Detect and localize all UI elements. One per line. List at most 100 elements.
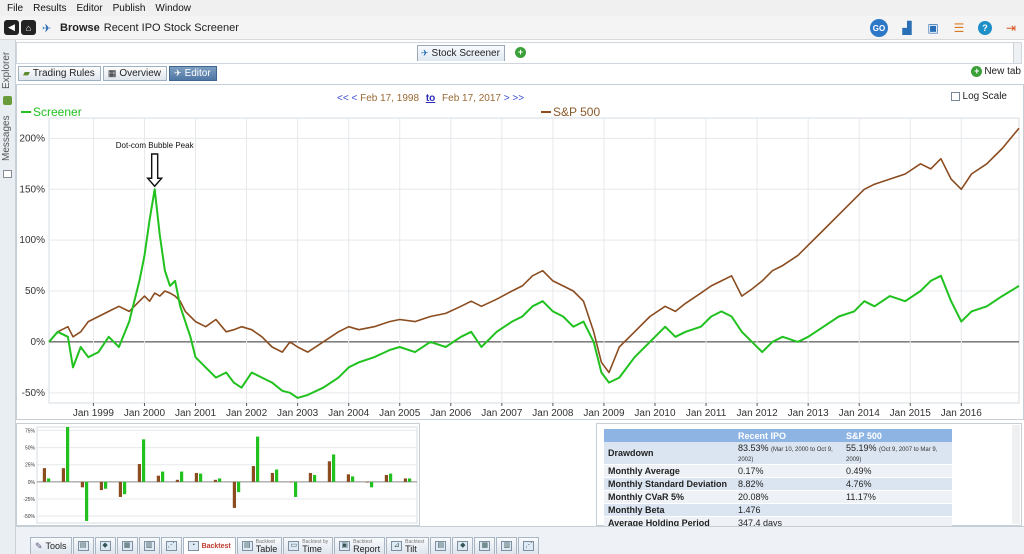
bar-y-tick-label: 50% [25, 446, 36, 452]
list-icon[interactable]: ☰ [953, 21, 965, 35]
stats-header-recent-ipo: Recent IPO [734, 429, 842, 442]
tab-tool-1[interactable]: ▤ [72, 537, 94, 554]
range-end[interactable]: Feb 17, 2017 [442, 93, 501, 104]
toolbar-actions: GO ▟ ▣ ☰ ? ⇥ [870, 19, 1018, 37]
bar-recent-ipo [294, 481, 298, 497]
tab-tool-7[interactable]: ◆ [452, 537, 474, 554]
bar-recent-ipo [332, 454, 336, 482]
tab-stock-screener-label: Stock Screener [431, 48, 500, 59]
y-tick-label: 150% [19, 184, 45, 195]
go-button[interactable]: GO [870, 19, 888, 37]
tab-backtest-time[interactable]: ▭ Backtest by Time [283, 537, 334, 554]
bar-sp500 [251, 466, 255, 482]
tab-tool-4[interactable]: ▥ [138, 537, 160, 554]
tab-tools[interactable]: ✎ Tools [30, 537, 72, 554]
bar-y-tick-label: -25% [23, 497, 35, 503]
stat-label: Drawdown [604, 442, 734, 465]
menu-results[interactable]: Results [33, 2, 67, 14]
doc-scrollbar[interactable] [1013, 43, 1021, 63]
log-scale-toggle[interactable]: Log Scale [950, 91, 1007, 102]
range-next-button[interactable]: > >> [503, 93, 525, 104]
grid-icon: ▦ [479, 541, 491, 551]
bar-recent-ipo [275, 469, 279, 482]
bar-recent-ipo [389, 473, 393, 482]
stats-scrollbar[interactable] [1012, 425, 1020, 524]
tab-editor[interactable]: ✈ Editor [169, 66, 217, 81]
save-icon[interactable]: ▣ [927, 21, 939, 35]
exit-icon[interactable]: ⇥ [1005, 21, 1017, 35]
tab-backtest-report[interactable]: ▣ Backtest Report [334, 537, 386, 554]
tab-backtest-report-small: Backtest [353, 538, 373, 545]
stat-value-ipo: 0.17% [734, 464, 842, 478]
annual-returns-panel: -50% -25% 0% 25% 50% 75% [16, 423, 420, 526]
bar-chart-icon: ▥ [501, 541, 513, 551]
bar-sp500 [365, 481, 369, 483]
strategy-title: Recent IPO Stock Screener [103, 21, 239, 34]
menu-editor[interactable]: Editor [76, 2, 103, 14]
tab-tool-6[interactable]: ▤ [430, 537, 452, 554]
range-prev-button[interactable]: << < [337, 93, 358, 104]
backtest-icon: ◔ [187, 541, 199, 551]
bar-y-tick-label: -50% [23, 514, 35, 520]
range-to-link[interactable]: to [425, 93, 436, 104]
legend-sp500: S&P 500 [541, 105, 600, 119]
bar-sp500 [194, 472, 198, 482]
messages-tab[interactable]: Messages [1, 115, 12, 161]
legend-screener-swatch [21, 111, 31, 113]
bar-sp500 [346, 474, 350, 482]
add-document-button[interactable]: + [515, 47, 526, 58]
range-start[interactable]: Feb 17, 1998 [360, 93, 420, 104]
menu-publish[interactable]: Publish [112, 2, 146, 14]
messages-icon [3, 170, 12, 178]
back-button[interactable]: ◀ [4, 20, 19, 35]
tab-overview[interactable]: ▦ Overview [102, 66, 168, 81]
statistics-panel: Recent IPO S&P 500 Drawdown 83.53% (Mar … [596, 423, 1022, 530]
chart-tool-icon: ◆ [457, 541, 469, 551]
wrench-icon: ✎ [35, 540, 43, 551]
tab-backtest-table[interactable]: ▤ Backtest Table [236, 537, 283, 554]
bar-recent-ipo [104, 481, 108, 489]
tab-tool-10[interactable]: ⋰ [518, 537, 540, 554]
tab-tool-3[interactable]: ▦ [116, 537, 138, 554]
menu-window[interactable]: Window [155, 2, 191, 14]
tab-backtest[interactable]: ◔ Backtest [182, 537, 236, 554]
legend-sp500-swatch [541, 111, 551, 113]
log-scale-checkbox[interactable] [950, 92, 960, 101]
bar-recent-ipo [256, 436, 260, 482]
report-icon: ▣ [339, 541, 351, 551]
stat-value-ipo: 83.53% (Mar 10, 2000 to Oct 9, 2002) [734, 442, 842, 465]
tab-tool-5[interactable]: ⋰ [160, 537, 182, 554]
home-button[interactable]: ⌂ [21, 20, 36, 35]
bar-sp500 [403, 478, 407, 482]
tab-backtest-tilt[interactable]: ⊿ Backtest Tilt [386, 537, 430, 554]
toolbar: ◀ ⌂ ✈ Browse Recent IPO Stock Screener G… [0, 16, 1024, 40]
tab-tool-9[interactable]: ▥ [496, 537, 518, 554]
bar-recent-ipo [142, 439, 146, 482]
new-tab-button[interactable]: + New tab [971, 66, 1021, 77]
tab-tool-2[interactable]: ◆ [94, 537, 116, 554]
menu-file[interactable]: File [7, 2, 24, 14]
stat-label: Monthly Beta [604, 503, 734, 517]
x-tick-label: Jan 2000 [124, 408, 166, 419]
x-tick-label: Jan 2002 [226, 408, 268, 419]
chart-icon[interactable]: ▟ [902, 21, 912, 35]
bar-recent-ipo [218, 478, 222, 482]
table-row: Monthly CVaR 5% 20.08% 11.17% [604, 490, 952, 504]
bar-sp500 [384, 475, 388, 482]
bar-recent-ipo [123, 481, 127, 495]
bar-recent-ipo [351, 476, 355, 482]
stat-value-main: 55.19% [846, 443, 877, 453]
y-tick-label: 0% [31, 337, 46, 348]
tab-stock-screener[interactable]: ✈ Stock Screener [417, 45, 505, 61]
x-tick-label: Jan 2012 [737, 408, 779, 419]
explorer-tab[interactable]: Explorer [1, 51, 12, 89]
tab-trading-rules[interactable]: ▰ Trading Rules [18, 66, 101, 81]
x-tick-label: Jan 2006 [430, 408, 472, 419]
bar-sp500 [80, 481, 84, 488]
tab-tool-8[interactable]: ▦ [474, 537, 496, 554]
help-icon[interactable]: ? [978, 21, 992, 35]
bar-sp500 [308, 472, 312, 482]
bar-sp500 [289, 481, 293, 483]
home-icon: ⌂ [25, 22, 32, 33]
